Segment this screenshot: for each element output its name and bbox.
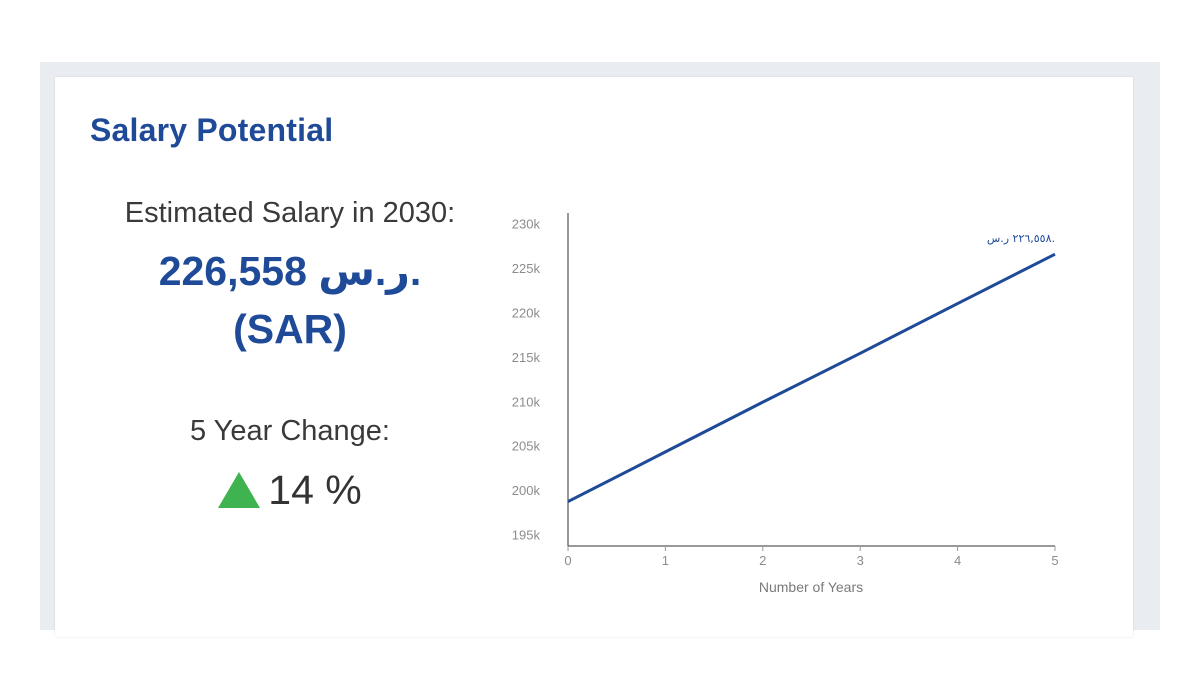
section-title: Salary Potential <box>90 112 334 148</box>
y-tick-label: 220k <box>512 305 541 320</box>
y-tick-label: 215k <box>512 350 541 365</box>
up-arrow-icon <box>218 472 261 508</box>
currency-code: (SAR) <box>233 306 347 352</box>
salary-summary: Estimated Salary in 2030: 226,558 ر.س. (… <box>95 190 485 514</box>
x-tick-label: 1 <box>662 553 669 568</box>
x-axis-ticks: 0 1 2 3 4 5 <box>564 546 1059 568</box>
y-tick-label: 205k <box>512 439 541 454</box>
five-year-change-label: 5 Year Change: <box>190 415 390 447</box>
x-tick-label: 2 <box>759 553 766 568</box>
y-tick-label: 210k <box>512 394 541 409</box>
salary-card <box>55 77 1133 637</box>
estimated-salary-amount: 226,558 ر.س. <box>158 248 422 294</box>
change-value: 14 % <box>268 467 362 513</box>
y-tick-label: 195k <box>512 527 541 542</box>
five-year-change: 14 % <box>95 466 485 514</box>
x-tick-label: 5 <box>1051 553 1058 568</box>
y-axis-ticks: 195k 200k 205k 210k 215k 220k 225k 230k <box>512 217 541 543</box>
x-axis-label: Number of Years <box>759 579 863 595</box>
y-tick-label: 200k <box>512 483 541 498</box>
y-tick-label: 225k <box>512 261 541 276</box>
y-tick-label: 230k <box>512 217 541 232</box>
salary-series-line <box>567 252 1056 503</box>
x-tick-label: 3 <box>857 553 864 568</box>
x-tick-label: 0 <box>564 553 571 568</box>
x-tick-label: 4 <box>954 553 961 568</box>
end-value-label: ٢٢٦,٥٥٨ ر.س. <box>987 232 1055 245</box>
estimated-salary-label: Estimated Salary in 2030: <box>124 197 456 229</box>
